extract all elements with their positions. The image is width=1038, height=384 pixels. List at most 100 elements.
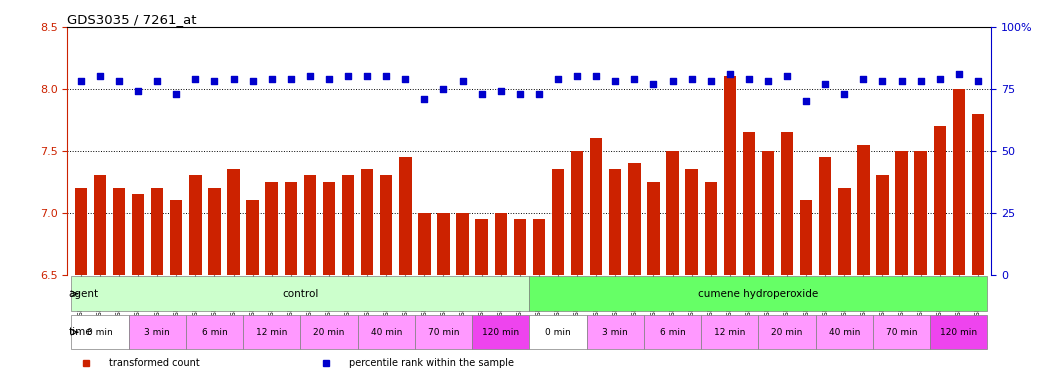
Bar — [609, 169, 622, 275]
Bar — [586, 315, 644, 349]
Bar — [933, 126, 946, 275]
Point — [435, 86, 452, 92]
Point — [817, 81, 834, 87]
Text: agent: agent — [69, 289, 99, 299]
Bar — [361, 169, 374, 275]
Text: GDS3035 / 7261_at: GDS3035 / 7261_at — [67, 13, 197, 26]
Bar — [358, 315, 415, 349]
Point — [416, 96, 433, 102]
Bar — [857, 144, 870, 275]
Point — [530, 91, 547, 97]
Text: 12 min: 12 min — [256, 328, 288, 337]
Bar — [132, 194, 144, 275]
Text: control: control — [282, 289, 319, 299]
Bar — [399, 157, 411, 275]
Bar — [705, 182, 717, 275]
Text: 70 min: 70 min — [885, 328, 918, 337]
Bar — [72, 315, 129, 349]
Point — [302, 73, 319, 79]
Text: 70 min: 70 min — [428, 328, 459, 337]
Point — [282, 76, 299, 82]
Bar — [227, 169, 240, 275]
Point — [626, 76, 643, 82]
Bar — [189, 175, 201, 275]
Point — [703, 78, 719, 84]
Point — [646, 81, 662, 87]
Point — [455, 78, 471, 84]
Bar — [685, 169, 698, 275]
Point — [588, 73, 604, 79]
Bar — [284, 182, 297, 275]
Point — [912, 78, 929, 84]
Point — [894, 78, 910, 84]
Point — [168, 91, 185, 97]
Bar — [151, 188, 163, 275]
Bar — [571, 151, 583, 275]
Point — [244, 78, 261, 84]
Bar — [759, 315, 816, 349]
Point — [225, 76, 242, 82]
Point — [969, 78, 986, 84]
Point — [760, 78, 776, 84]
Bar — [300, 315, 358, 349]
Bar — [800, 200, 813, 275]
Text: 3 min: 3 min — [602, 328, 628, 337]
Point — [683, 76, 700, 82]
Point — [740, 76, 757, 82]
Point — [339, 73, 356, 79]
Point — [187, 76, 203, 82]
Bar — [666, 151, 679, 275]
Bar — [648, 182, 660, 275]
Text: cumene hydroperoxide: cumene hydroperoxide — [699, 289, 819, 299]
Bar — [243, 315, 300, 349]
Bar — [644, 315, 701, 349]
Bar — [701, 315, 759, 349]
Bar — [72, 276, 529, 311]
Bar — [472, 315, 529, 349]
Bar — [457, 213, 469, 275]
Text: 6 min: 6 min — [201, 328, 227, 337]
Text: percentile rank within the sample: percentile rank within the sample — [349, 358, 514, 369]
Text: transformed count: transformed count — [109, 358, 199, 369]
Point — [264, 76, 280, 82]
Point — [359, 73, 376, 79]
Text: 0 min: 0 min — [545, 328, 571, 337]
Bar — [323, 182, 335, 275]
Point — [91, 73, 108, 79]
Bar — [896, 151, 908, 275]
Bar — [590, 138, 602, 275]
Point — [550, 76, 567, 82]
Point — [321, 76, 337, 82]
Bar — [415, 315, 472, 349]
Text: 40 min: 40 min — [371, 328, 402, 337]
Point — [951, 71, 967, 77]
Bar — [129, 315, 186, 349]
Bar — [75, 188, 87, 275]
Point — [721, 71, 738, 77]
Text: 120 min: 120 min — [940, 328, 978, 337]
Bar — [186, 315, 243, 349]
Bar — [418, 213, 431, 275]
Text: 12 min: 12 min — [714, 328, 745, 337]
Bar — [781, 132, 793, 275]
Text: 0 min: 0 min — [87, 328, 113, 337]
Bar — [266, 182, 278, 275]
Bar — [529, 315, 586, 349]
Bar — [762, 151, 774, 275]
Point — [607, 78, 624, 84]
Bar — [529, 276, 987, 311]
Point — [664, 78, 681, 84]
Point — [798, 98, 815, 104]
Bar — [930, 315, 987, 349]
Bar — [246, 200, 258, 275]
Bar — [914, 151, 927, 275]
Point — [397, 76, 413, 82]
Text: 40 min: 40 min — [828, 328, 861, 337]
Bar — [819, 157, 831, 275]
Bar — [514, 219, 526, 275]
Bar — [532, 219, 545, 275]
Text: 120 min: 120 min — [483, 328, 519, 337]
Point — [874, 78, 891, 84]
Point — [207, 78, 223, 84]
Point — [855, 76, 872, 82]
